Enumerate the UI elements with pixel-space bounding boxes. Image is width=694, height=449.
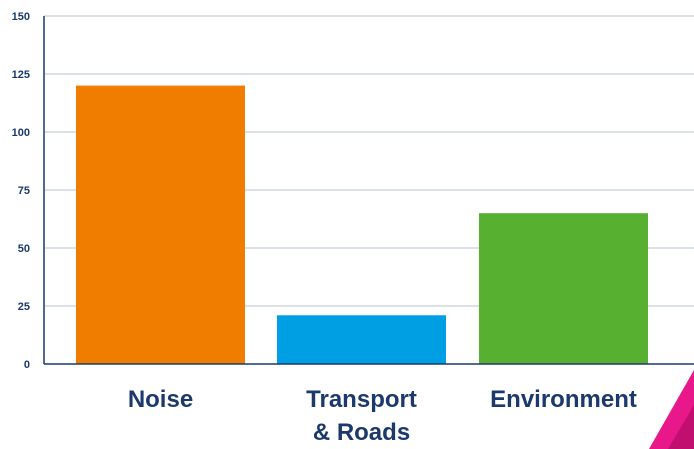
y-tick-label: 125 [12, 69, 30, 81]
y-axis-ticks: 0 25 50 75 100 125 150 [12, 11, 30, 371]
bar-noise [76, 85, 245, 364]
bar-transport-roads [277, 315, 446, 364]
y-tick-label: 100 [12, 127, 30, 139]
y-tick-label: 50 [18, 243, 30, 255]
y-tick-label: 75 [18, 185, 30, 197]
y-tick-label: 150 [12, 11, 30, 23]
x-category-label: & Roads [313, 419, 410, 446]
x-category-label: Transport [306, 386, 417, 413]
x-category-label: Environment [490, 386, 637, 413]
y-tick-label: 0 [24, 359, 30, 371]
x-category-label: Noise [128, 386, 193, 413]
bars [76, 85, 648, 364]
corner-decoration [649, 370, 694, 449]
bar-environment [479, 213, 648, 364]
y-tick-label: 25 [18, 301, 30, 313]
category-labels: Noise Transport & Roads Environment [128, 386, 637, 446]
